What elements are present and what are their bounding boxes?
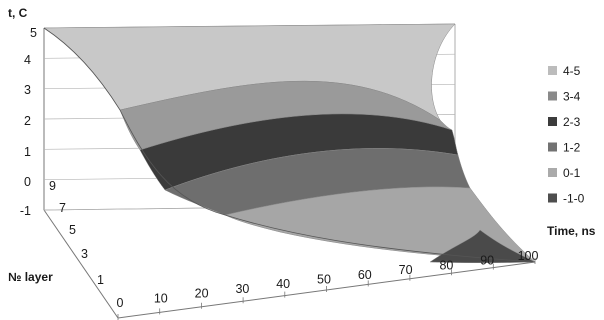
x-tick-label: 60: [358, 268, 372, 282]
z-tick-label: 5: [30, 26, 37, 40]
legend-label: -1-0: [563, 192, 585, 206]
x-axis-ticks: 0 10 20 30 40 50 60 70 80 90 100: [117, 249, 539, 320]
x-tick-label: 30: [235, 282, 249, 296]
x-tick-label: 10: [154, 291, 168, 305]
z-tick-label: 2: [24, 114, 31, 128]
x-axis-title: Time, ns: [547, 224, 596, 238]
x-tick-label: 80: [439, 258, 453, 272]
surface-front-face: [43, 27, 536, 263]
floor-left-edge: [43, 209, 119, 319]
y-tick-label: 3: [81, 247, 88, 261]
x-tick-label: 0: [117, 296, 124, 310]
legend-label: 4-5: [563, 64, 581, 78]
legend-label: 0-1: [563, 166, 581, 180]
z-axis-ticks: 5 4 3 2 1 0 -1: [20, 26, 37, 218]
legend: 4-5 3-4 2-3 1-2 0-1 -1-0: [548, 64, 585, 206]
z-axis-title: t, C: [8, 6, 28, 20]
legend-label: 2-3: [563, 115, 581, 129]
legend-swatch: [548, 66, 557, 75]
y-tick-label: 7: [59, 201, 66, 215]
x-tick-label: 90: [480, 254, 494, 268]
y-axis-ticks: 9 7 5 3 1: [49, 179, 104, 287]
z-tick-label: -1: [20, 204, 31, 218]
surface: [43, 23, 536, 263]
y-axis-title: № layer: [8, 270, 53, 284]
surface-band-neg1-0: [429, 229, 536, 263]
y-tick-label: 1: [97, 273, 104, 287]
legend-swatch: [548, 193, 557, 203]
x-tick-label: 50: [317, 273, 331, 287]
z-tick-label: 3: [24, 83, 31, 97]
legend-label: 1-2: [563, 141, 581, 155]
x-tick-label: 100: [518, 249, 539, 263]
z-tick-label: 4: [24, 53, 31, 67]
x-tick-label: 70: [399, 263, 413, 277]
legend-swatch: [548, 168, 557, 177]
y-tick-label: 9: [49, 179, 56, 193]
y-tick-label: 5: [69, 223, 76, 237]
legend-swatch: [548, 142, 557, 152]
x-tick-label: 40: [276, 277, 290, 291]
legend-swatch: [548, 91, 557, 101]
z-tick-label: 0: [24, 175, 31, 189]
legend-swatch: [548, 117, 557, 126]
legend-label: 3-4: [563, 90, 581, 104]
z-tick-label: 1: [24, 145, 31, 159]
x-tick-label: 20: [195, 287, 209, 301]
